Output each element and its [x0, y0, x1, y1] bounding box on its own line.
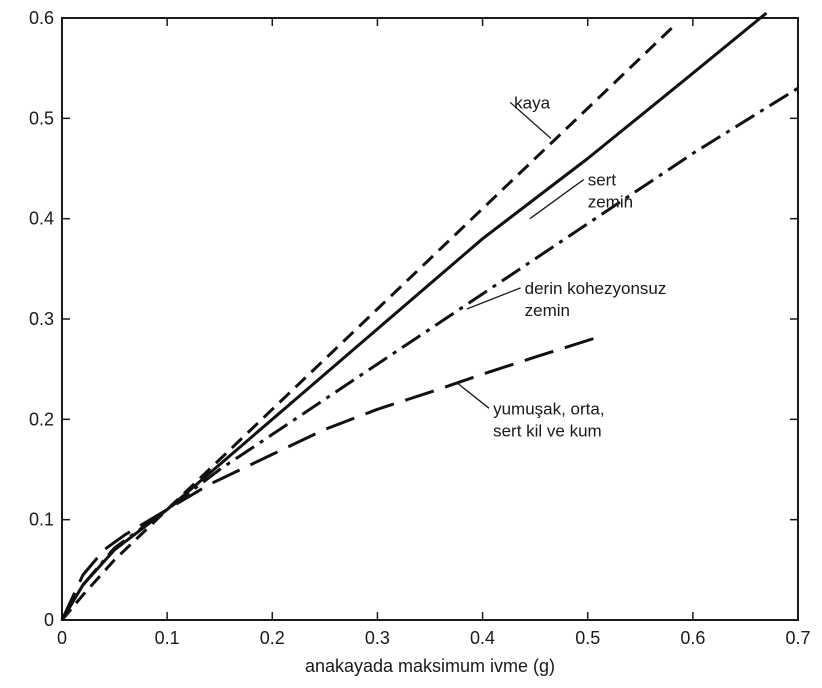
x-tick-label: 0.1 [155, 628, 180, 648]
plot-frame [61, 17, 799, 621]
series-line-kaya [60, 26, 673, 621]
x-tick-label: 0 [57, 628, 67, 648]
annotation-label: yumuşak, orta, [493, 399, 604, 418]
y-tick-label: 0.1 [29, 510, 54, 530]
annotation-leader [455, 381, 490, 409]
series-line-sert-zemin [60, 11, 768, 621]
y-axis-ticks: 0 0.1 0.2 0.3 0.4 0.5 0.6 [29, 8, 798, 630]
x-axis-ticks: 0 0.1 0.2 0.3 0.4 0.5 0.6 0.7 [57, 18, 811, 648]
series-lines [60, 11, 799, 621]
x-tick-label: 0.3 [365, 628, 390, 648]
x-tick-label: 0.7 [785, 628, 810, 648]
x-tick-label: 0.6 [680, 628, 705, 648]
annotation-label: zemin [525, 301, 570, 320]
annotations: kaya sert zemin derin kohezyonsuz zemin yumuş… [455, 93, 667, 440]
series-line-derin-kohezyonsuz-zemin [60, 86, 799, 621]
x-tick-label: 0.4 [470, 628, 495, 648]
annotation-label: derin kohezyonsuz [525, 279, 667, 298]
y-tick-label: 0 [44, 610, 54, 630]
annotation-leader [466, 287, 521, 310]
y-tick-label: 0.2 [29, 409, 54, 429]
annotation-label: sert [588, 171, 617, 190]
x-axis-title: anakayada maksimum ivme (g) [305, 656, 555, 676]
annotation-label: zemin [588, 193, 633, 212]
x-tick-label: 0.5 [575, 628, 600, 648]
annotation-label: sert kil ve kum [493, 421, 602, 440]
annotation-leader [509, 101, 552, 139]
annotation-label: kaya [514, 93, 550, 112]
annotation-leader [529, 179, 585, 220]
y-tick-label: 0.3 [29, 309, 54, 329]
y-tick-label: 0.5 [29, 108, 54, 128]
y-tick-label: 0.6 [29, 8, 54, 28]
y-tick-label: 0.4 [29, 209, 54, 229]
x-tick-label: 0.2 [260, 628, 285, 648]
series-line-yumu-ak-orta-sert-kil-ve-kum [60, 335, 599, 621]
